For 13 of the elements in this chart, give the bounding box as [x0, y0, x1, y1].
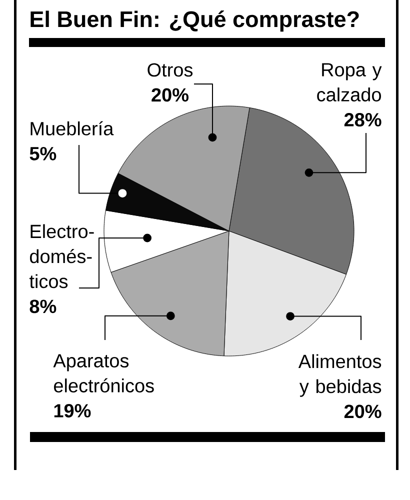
slice-label: Mueblería [30, 121, 114, 136]
slice-label: Otros [148, 63, 193, 77]
data-label: 8% [30, 300, 56, 314]
data-label: 5% [30, 146, 56, 160]
chart-title: El Buen Fin: ¿Qué compraste? [30, 10, 359, 32]
data-label: 19% [54, 404, 91, 418]
slice-label: Electro-domés-ticos [29, 224, 94, 288]
data-label: 28% [344, 113, 382, 126]
slice-label: Ropa y calzado [317, 63, 382, 102]
data-label: 20% [152, 88, 189, 102]
slice-label: Aparatos electrónicos [53, 354, 154, 392]
slice-label: Alimentos y bebidas [298, 354, 382, 397]
data-label: 20% [344, 404, 382, 418]
